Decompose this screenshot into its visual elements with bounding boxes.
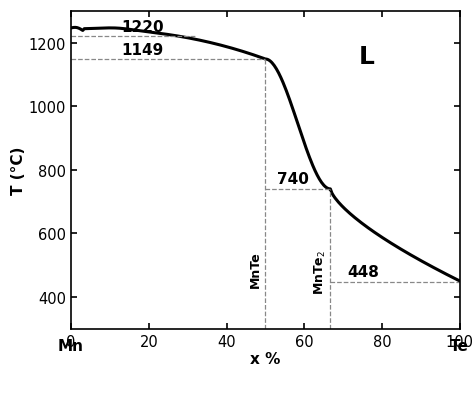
Text: 1220: 1220 [122,20,164,35]
Text: 740: 740 [277,172,309,187]
Text: Mn: Mn [58,338,84,353]
Text: L: L [359,45,374,68]
Text: 448: 448 [347,264,379,279]
Text: MnTe: MnTe [249,250,262,287]
Y-axis label: T (°C): T (°C) [11,146,26,194]
Text: MnTe$_2$: MnTe$_2$ [313,249,328,294]
Text: Te: Te [450,338,469,353]
Text: 1149: 1149 [122,43,164,58]
X-axis label: x %: x % [250,351,281,367]
